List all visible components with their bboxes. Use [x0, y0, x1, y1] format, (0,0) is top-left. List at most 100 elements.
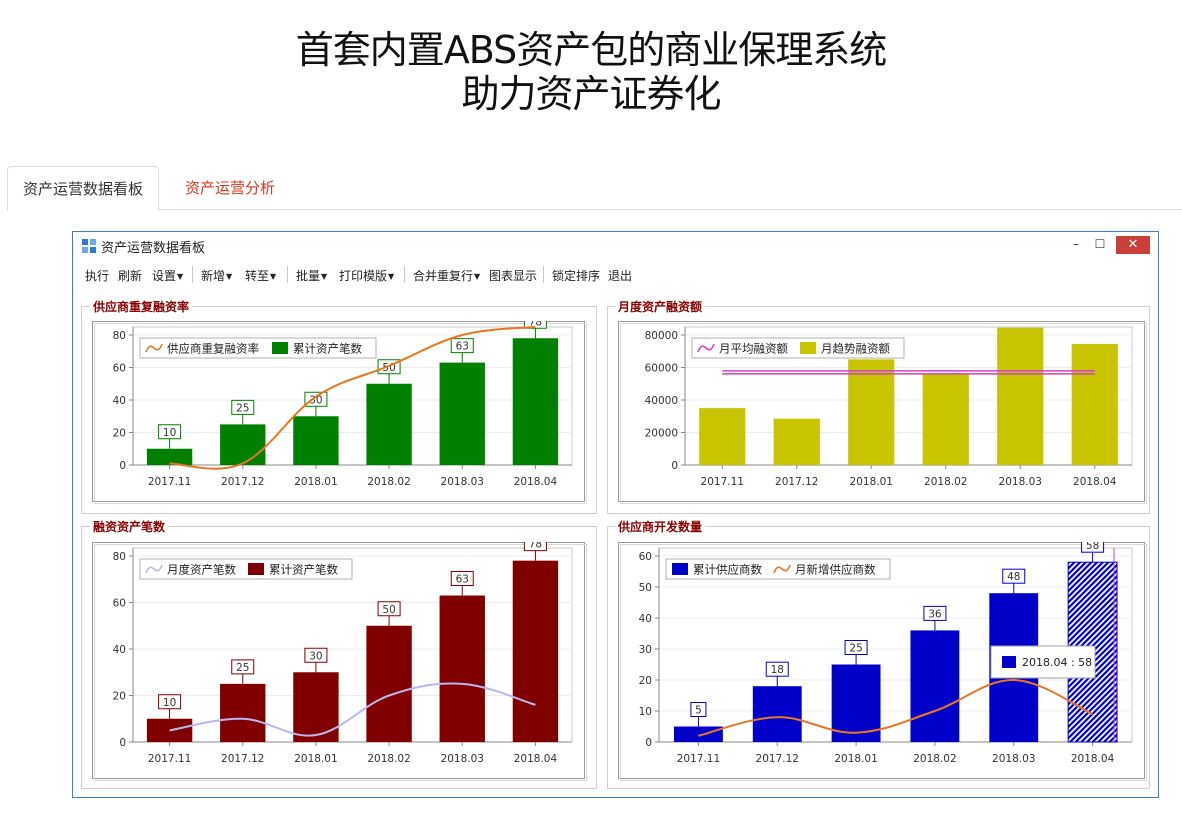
chevron-down-icon: ▼	[321, 272, 328, 281]
x-tick-label: 2017.12	[221, 753, 264, 765]
chart-frame-shadow	[94, 544, 587, 781]
x-tick-label: 2018.02	[913, 753, 956, 765]
y-tick-label: 60	[113, 363, 126, 375]
chart-monthly-financing: 0 20000 40000 60000 80000 2017.11 2017.12 2018.…	[618, 321, 1147, 504]
data-label: 18	[771, 664, 784, 676]
y-tick-label: 60000	[645, 363, 678, 375]
toolbar-separator	[287, 266, 288, 283]
y-tick-label: 50	[639, 582, 652, 594]
bar	[220, 683, 266, 742]
close-button[interactable]: ✕	[1116, 236, 1150, 254]
panel-title-monthly-financing: 月度资产融资额	[615, 298, 706, 315]
legend-swatch-line	[145, 564, 163, 574]
legend-label: 累计资产笔数	[293, 342, 362, 356]
y-tick-label: 20	[113, 428, 126, 440]
toolbar-exit-button[interactable]: 退出	[608, 269, 633, 283]
data-label-box	[158, 424, 182, 440]
toolbar-merge-duplicate-menu[interactable]: 合并重复行▼	[413, 269, 481, 283]
bar	[773, 418, 820, 465]
toolbar-refresh-button[interactable]: 刷新	[118, 269, 143, 283]
toolbar-separator	[404, 266, 405, 283]
series-line	[169, 325, 536, 470]
legend-swatch-line	[773, 564, 791, 574]
data-label-box	[304, 391, 328, 407]
chart-frame-shadow	[620, 544, 1147, 781]
data-label: 10	[163, 427, 176, 439]
bar	[1071, 343, 1118, 465]
data-label-box	[923, 605, 947, 621]
y-tick-label: 40	[113, 644, 126, 656]
data-label-box	[377, 601, 401, 617]
y-tick-label: 30	[639, 644, 652, 656]
toolbar-chart-display-button[interactable]: 图表显示	[489, 269, 538, 283]
x-tick-label: 2017.12	[756, 753, 799, 765]
legend	[691, 337, 905, 359]
legend-label: 累计供应商数	[693, 563, 762, 577]
x-tick-label: 2017.12	[221, 476, 264, 488]
x-tick-label: 2017.12	[775, 476, 818, 488]
toolbar-print-template-menu[interactable]: 打印模版▼	[339, 269, 395, 283]
y-tick-label: 60	[113, 598, 126, 610]
x-tick-label: 2018.01	[294, 476, 337, 488]
bar	[366, 383, 412, 465]
toolbar-goto-menu[interactable]: 转至▼	[245, 269, 277, 283]
x-tick-label: 2018.04	[1073, 476, 1117, 488]
toolbar-batch-menu[interactable]: 批量▼	[296, 269, 328, 283]
legend-swatch	[672, 563, 688, 575]
data-label: 5	[695, 705, 702, 717]
bar	[293, 672, 339, 742]
x-tick-label: 2018.04	[1071, 753, 1115, 765]
series-line	[169, 682, 536, 737]
minimize-button[interactable]: –	[1073, 237, 1079, 251]
toolbar: 执行 刷新 设置▼ 新增▼ 转至▼ 批量▼ 打印模版▼ 合并重复行▼ 图表显示 …	[73, 264, 1158, 286]
x-tick-label: 2017.11	[148, 753, 191, 765]
data-label: 50	[382, 604, 395, 616]
legend-swatch-line	[697, 343, 715, 353]
data-label: 48	[1007, 571, 1020, 583]
bar	[910, 630, 960, 742]
data-label-box	[844, 640, 868, 655]
data-label: 25	[236, 402, 249, 414]
data-label-box	[1002, 568, 1026, 584]
y-tick-label: 40	[639, 613, 652, 625]
data-label: 78	[529, 542, 542, 551]
y-tick-label: 0	[671, 460, 678, 472]
panel-supplier-growth	[607, 526, 1150, 789]
y-tick-label: 20000	[645, 428, 678, 440]
toolbar-separator	[192, 266, 193, 283]
bar	[673, 726, 723, 742]
tab-bar: 资产运营数据看板 资产运营分析	[7, 166, 1182, 211]
toolbar-settings-menu[interactable]: 设置▼	[152, 269, 184, 283]
legend-label: 月新增供应商数	[795, 563, 876, 577]
page-title-line2: 助力资产证券化	[461, 72, 721, 116]
chart-frame-shadow	[94, 323, 587, 504]
data-label-box	[158, 694, 182, 710]
toolbar-new-menu[interactable]: 新增▼	[201, 269, 233, 283]
toolbar-lock-sort-button[interactable]: 锁定排序	[552, 269, 601, 283]
y-tick-label: 80	[113, 330, 126, 342]
legend	[139, 337, 377, 359]
window-title: 资产运营数据看板	[101, 241, 206, 256]
bar	[293, 416, 339, 465]
panel-repeat-financing-rate	[81, 306, 597, 514]
tab-dashboard[interactable]: 资产运营数据看板	[7, 166, 160, 211]
maximize-button[interactable]: ☐	[1094, 237, 1106, 251]
bar	[752, 686, 802, 742]
legend-swatch	[800, 342, 816, 354]
legend-label: 累计资产笔数	[269, 563, 338, 577]
data-label-box	[1081, 542, 1105, 553]
toolbar-exec-button[interactable]: 执行	[85, 269, 110, 283]
bar	[146, 448, 193, 465]
x-tick-label: 2018.01	[834, 753, 877, 765]
data-label: 25	[849, 643, 862, 655]
chevron-down-icon: ▼	[270, 272, 277, 281]
y-tick-label: 40000	[645, 395, 678, 407]
panel-title-repeat-financing-rate: 供应商重复融资率	[90, 298, 193, 315]
tab-analysis[interactable]: 资产运营分析	[185, 179, 276, 197]
x-tick-label: 2018.04	[514, 476, 558, 488]
x-tick-label: 2017.11	[701, 476, 744, 488]
app-grid-icon	[82, 239, 96, 253]
legend-label: 月趋势融资额	[821, 342, 890, 356]
x-tick-label: 2018.04	[514, 753, 558, 765]
data-label: 30	[309, 650, 322, 662]
